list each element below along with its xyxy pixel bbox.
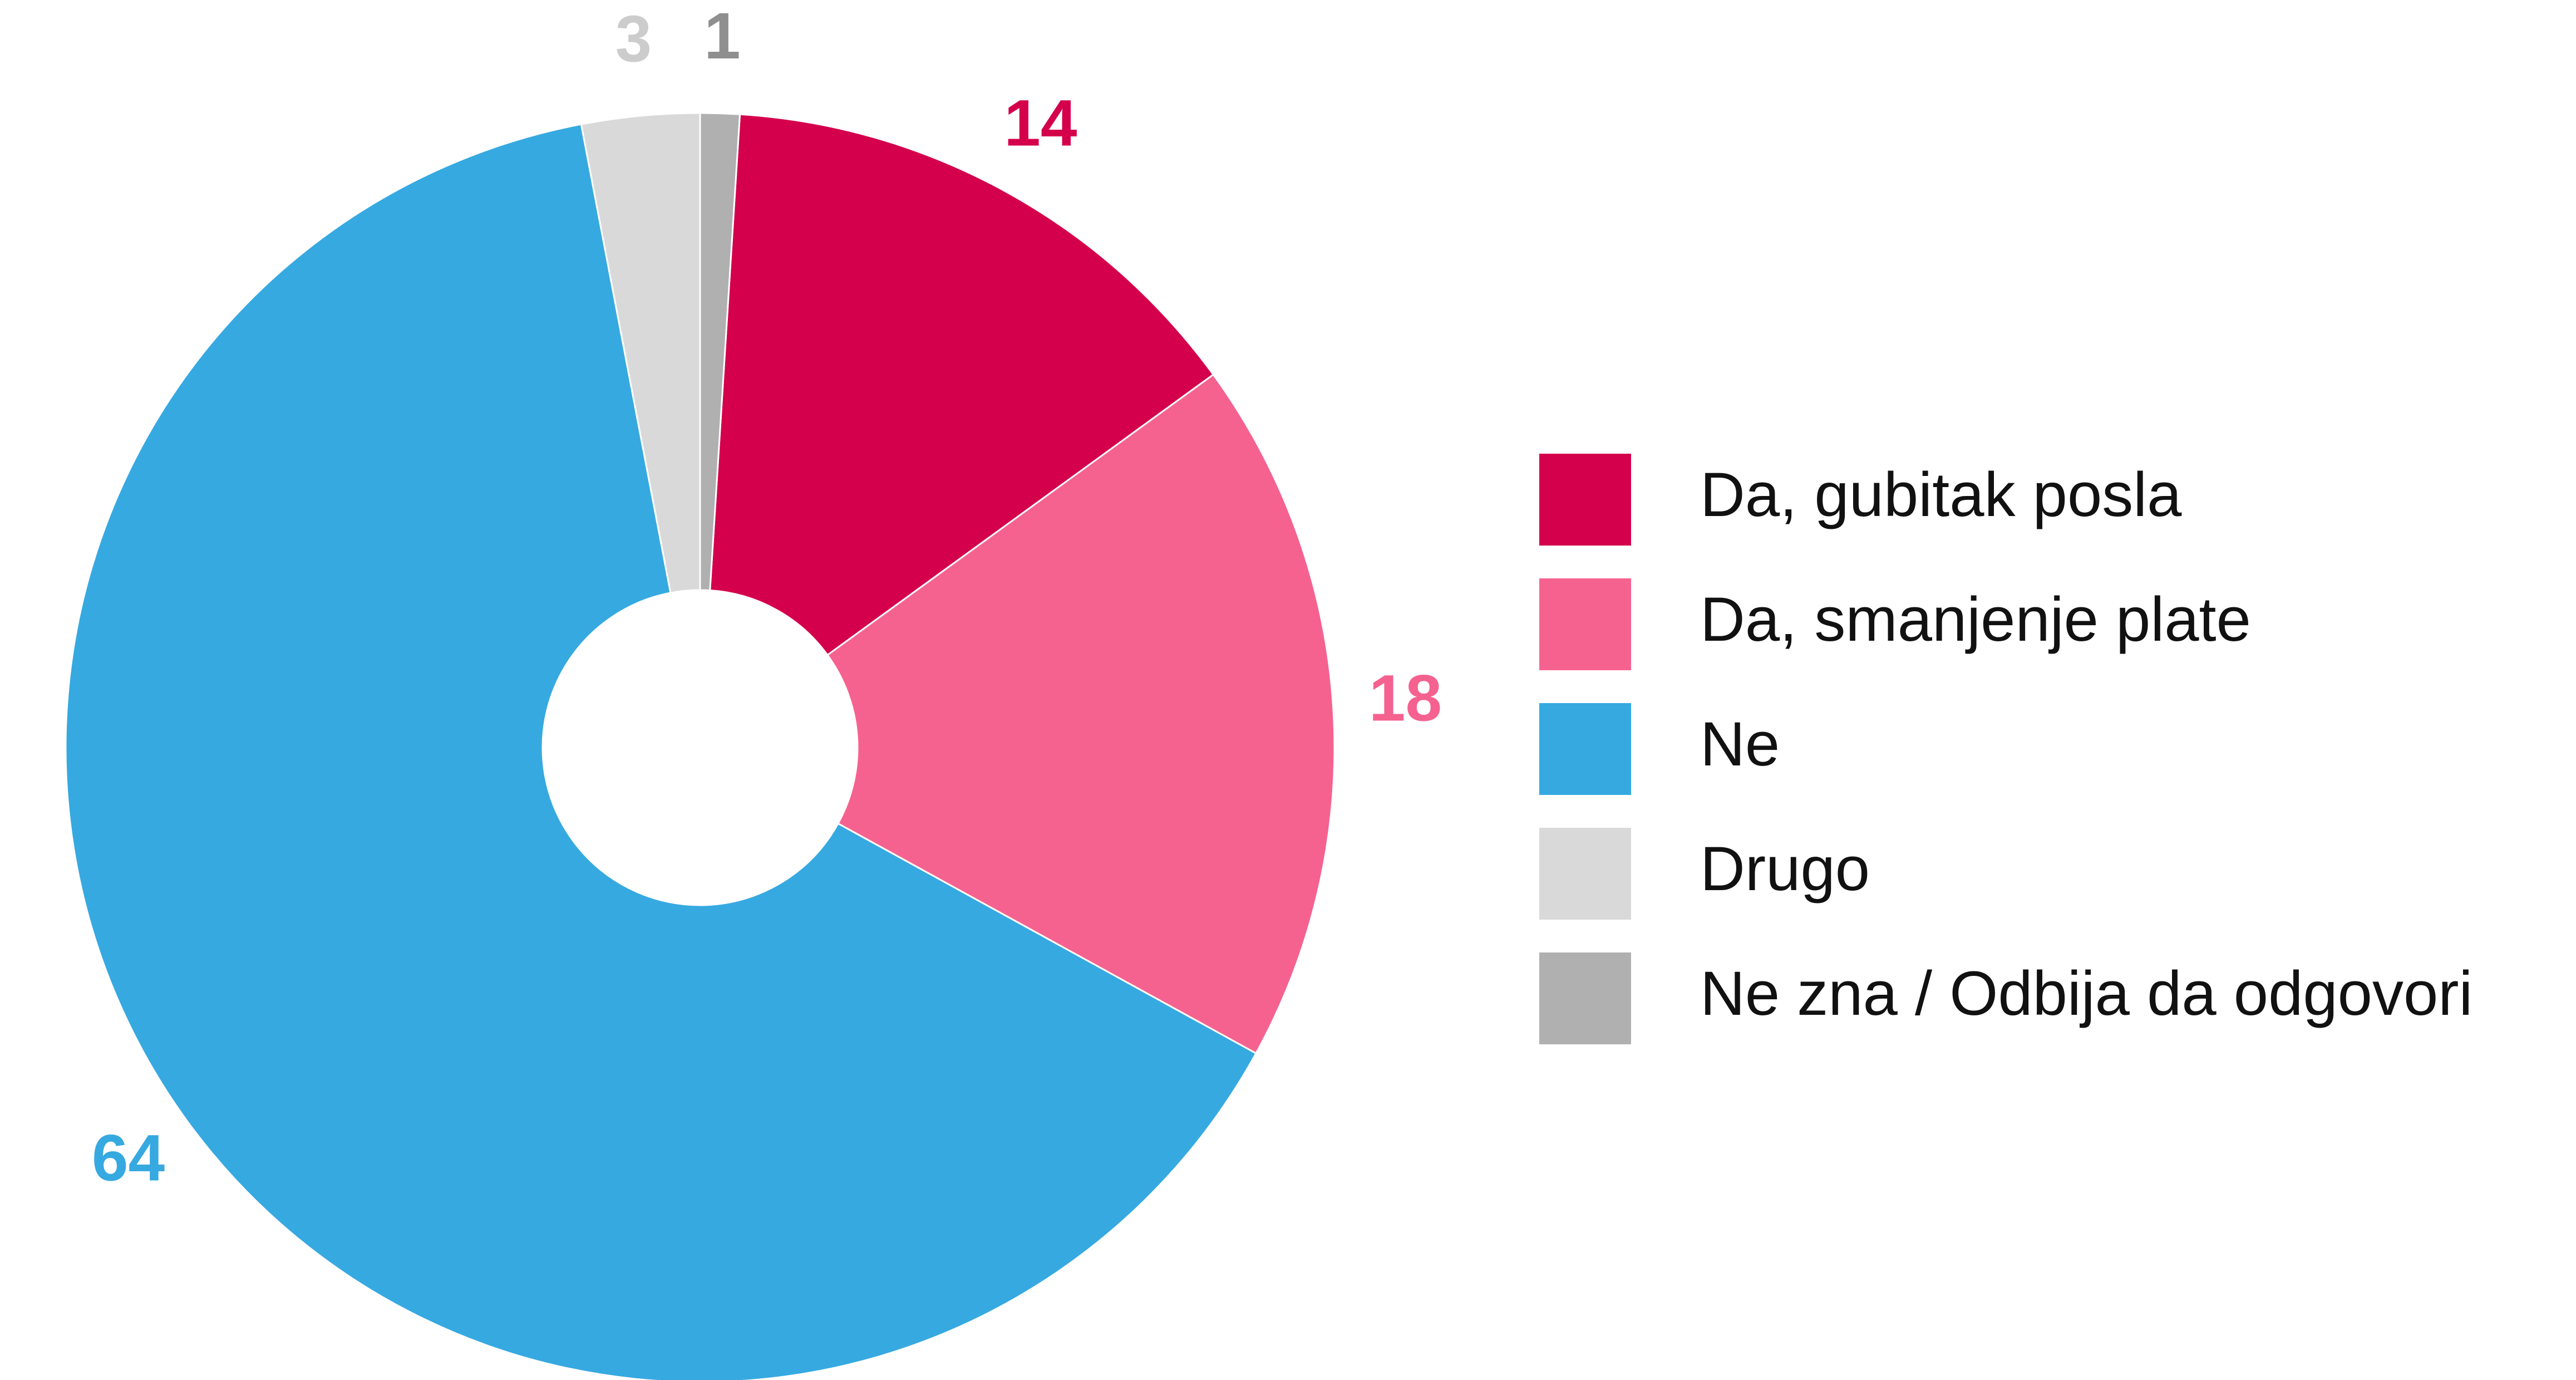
legend-label: Ne zna / Odbija da odgovori <box>1700 959 2472 1028</box>
legend-swatch <box>1539 828 1631 920</box>
donut-slice <box>709 113 1215 656</box>
data-label: 18 <box>1369 661 1442 735</box>
legend-swatch <box>1539 454 1631 546</box>
legend-label: Ne <box>1700 709 1780 779</box>
data-label: 64 <box>92 1122 165 1195</box>
donut-slice <box>65 123 1258 1380</box>
donut-slice <box>699 112 741 592</box>
legend-swatch <box>1539 703 1631 795</box>
legend-swatch <box>1539 952 1631 1044</box>
data-label: 1 <box>704 0 741 73</box>
donut-slice <box>826 373 1336 1055</box>
legend-label: Da, smanjenje plate <box>1700 585 2251 654</box>
data-label: 14 <box>1004 86 1077 160</box>
legend-label: Da, gubitak posla <box>1700 460 2182 529</box>
legend-swatch <box>1539 578 1631 670</box>
data-label: 3 <box>615 2 652 76</box>
legend-label: Drugo <box>1700 834 1870 903</box>
